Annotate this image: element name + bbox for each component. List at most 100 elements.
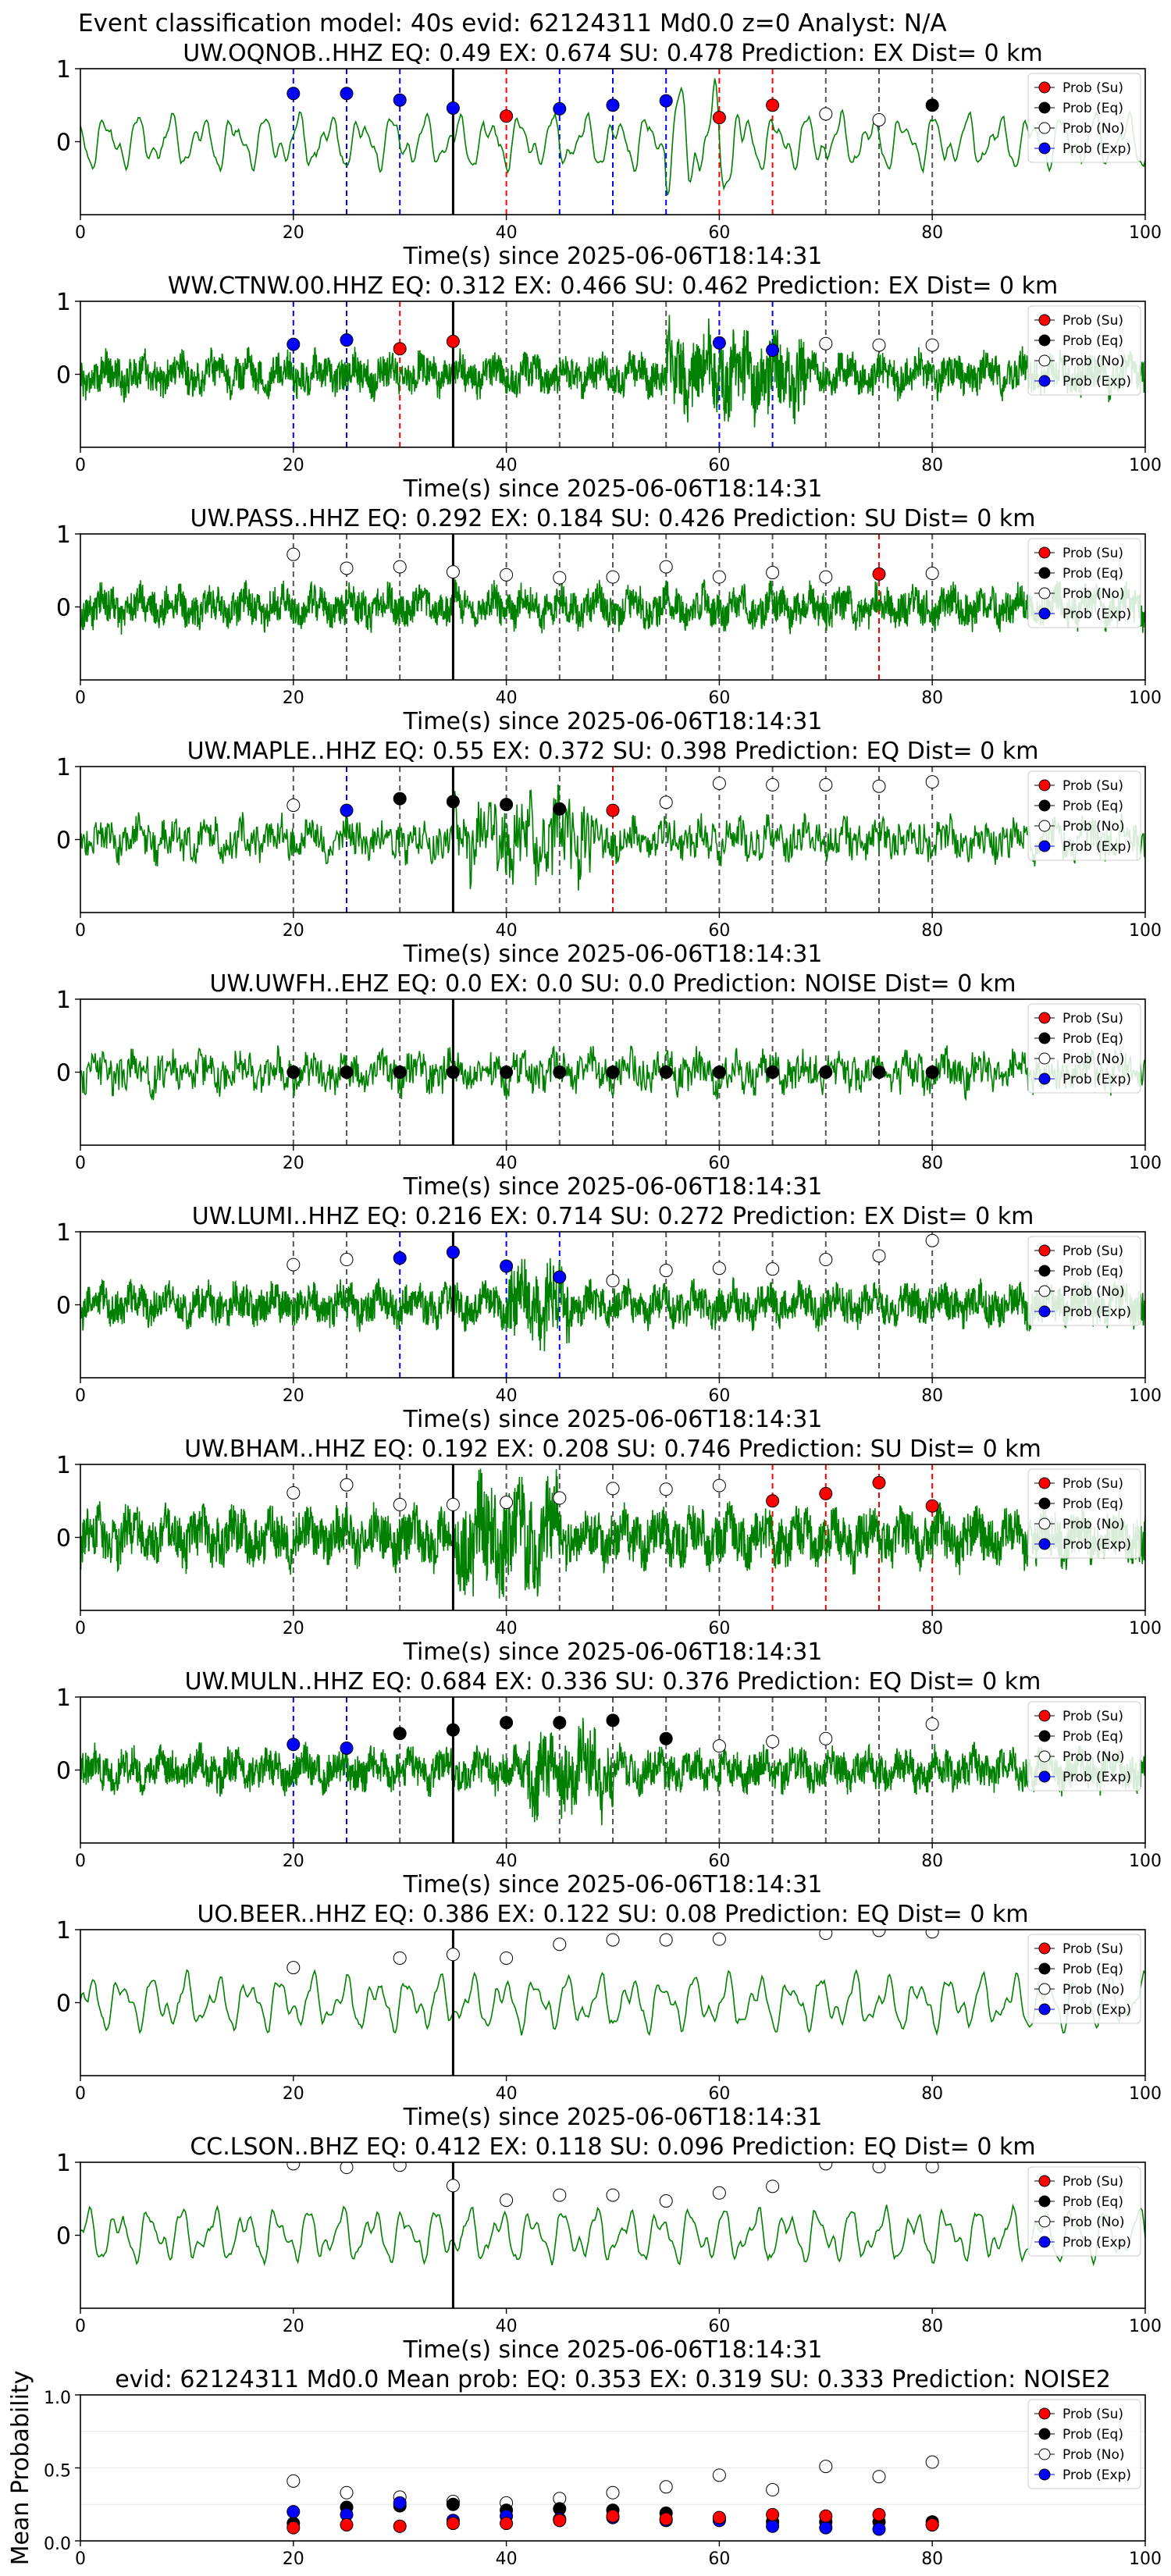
x-tick-label: 100: [1129, 1852, 1162, 1871]
prob-marker-exp: [340, 87, 354, 101]
x-tick-label: 60: [708, 2084, 730, 2104]
mean-prob-marker-su: [446, 2517, 460, 2531]
legend-label: Prob (Eq): [1062, 799, 1123, 814]
prob-marker-exp: [446, 101, 460, 115]
legend-label: Prob (Su): [1062, 778, 1123, 794]
prob-marker-exp: [340, 333, 354, 347]
waveform-trace: [80, 1258, 1145, 1352]
legend-marker-su: [1038, 2175, 1051, 2187]
mean-prob-marker-no: [766, 2483, 780, 2497]
legend-marker-eq: [1038, 567, 1051, 579]
legend-marker-no: [1038, 1285, 1051, 1297]
prob-marker-su: [446, 334, 460, 348]
plot-area: [80, 69, 1145, 215]
legend: Prob (Su) Prob (Eq) Prob (No) Prob (Exp): [1027, 1468, 1141, 1559]
mean-prob-marker-exp: [393, 2496, 407, 2510]
legend-marker-eq: [1038, 1032, 1051, 1044]
x-axis-label: Time(s) since 2025-06-06T18:14:31: [403, 243, 823, 270]
prob-marker-su: [393, 342, 407, 356]
legend-marker-no: [1038, 1750, 1051, 1763]
mean-prob-marker-no: [819, 2460, 833, 2474]
prob-marker-exp: [553, 101, 567, 116]
legend-label: Prob (Eq): [1062, 2427, 1123, 2443]
prob-marker-no: [925, 775, 939, 789]
y-axis-label: Mean Probability: [7, 2371, 34, 2566]
prob-marker-no: [606, 570, 620, 584]
legend-marker-no: [1038, 122, 1051, 134]
prob-marker-eq: [500, 1716, 514, 1730]
subplot-title: UW.UWFH..EHZ EQ: 0.0 EX: 0.0 SU: 0.0 Pre…: [210, 970, 1016, 998]
prob-marker-no: [500, 1496, 514, 1510]
x-tick-label: 20: [283, 1154, 304, 1173]
x-tick-label: 80: [921, 688, 943, 708]
mean-prob-marker-su: [819, 2509, 833, 2523]
legend-label: Prob (No): [1062, 354, 1125, 369]
legend-marker-su: [1038, 1244, 1051, 1257]
prob-marker-no: [606, 2188, 620, 2202]
legend-marker-exp: [1038, 2236, 1051, 2248]
prob-marker-eq: [712, 1066, 726, 1079]
legend: Prob (Su) Prob (Eq) Prob (No) Prob (Exp): [1027, 1701, 1141, 1791]
prob-marker-su: [872, 1475, 886, 1489]
prob-marker-no: [446, 1497, 460, 1511]
prob-marker-eq: [819, 1066, 833, 1079]
legend-marker-exp: [1038, 840, 1051, 852]
subplot-title: UW.MAPLE..HHZ EQ: 0.55 EX: 0.372 SU: 0.3…: [187, 738, 1039, 765]
prob-marker-eq: [393, 1727, 407, 1741]
legend-marker-no: [1038, 354, 1051, 367]
plot-area: [80, 2162, 1145, 2308]
x-axis-label: Time(s) since 2025-06-06T18:14:31: [403, 941, 823, 968]
legend-box: [1027, 1003, 1141, 1094]
mean-prob-marker-no: [287, 2474, 301, 2488]
legend: Prob (Su) Prob (Eq) Prob (No) Prob (Exp): [1027, 1934, 1141, 2024]
x-tick-label: 80: [921, 223, 943, 243]
legend-marker-no: [1038, 820, 1051, 832]
prob-marker-no: [819, 107, 833, 121]
prob-marker-no: [340, 1253, 354, 1267]
subplot-title: UO.BEER..HHZ EQ: 0.386 EX: 0.122 SU: 0.0…: [197, 1901, 1028, 1928]
prob-marker-no: [446, 1948, 460, 1962]
mean-prob-marker-exp: [766, 2519, 780, 2533]
x-tick-label: 20: [283, 1619, 304, 1638]
mean-prob-marker-su: [925, 2517, 939, 2532]
prob-marker-no: [766, 1262, 780, 1276]
y-tick-label: 0: [56, 1293, 71, 1320]
legend-label: Prob (Exp): [1062, 374, 1131, 390]
mean-prob-marker-su: [712, 2510, 726, 2524]
prob-marker-no: [819, 2162, 833, 2171]
plot-area: [80, 1930, 1145, 2076]
prob-marker-exp: [606, 98, 620, 112]
x-tick-label: 100: [1129, 921, 1162, 941]
mean-prob-marker-no: [872, 2470, 886, 2484]
y-tick-label: 1: [56, 1219, 71, 1247]
subplot-title: UW.BHAM..HHZ EQ: 0.192 EX: 0.208 SU: 0.7…: [184, 1436, 1041, 1463]
legend-label: Prob (Exp): [1062, 2235, 1131, 2250]
legend-label: Prob (Exp): [1062, 607, 1131, 622]
x-tick-label: 80: [921, 2317, 943, 2336]
prob-marker-su: [606, 803, 620, 817]
legend-box: [1027, 538, 1141, 628]
subplot-1: UW.OQNOB..HHZ EQ: 0.49 EX: 0.674 SU: 0.4…: [56, 40, 1162, 270]
legend-marker-no: [1038, 1052, 1051, 1065]
x-axis-label: Time(s) since 2025-06-06T18:14:31: [403, 708, 823, 735]
x-axis-label: Time(s) since 2025-06-06T18:14:31: [403, 1871, 823, 1898]
x-tick-label: 40: [496, 2549, 518, 2569]
y-tick-label: 0: [56, 1991, 71, 2018]
prob-marker-su: [925, 1499, 939, 1513]
prob-marker-no: [606, 1482, 620, 1496]
prob-marker-exp: [340, 1741, 354, 1755]
prob-marker-no: [712, 1261, 726, 1276]
prob-marker-no: [766, 1735, 780, 1749]
x-tick-label: 20: [283, 2084, 304, 2104]
y-tick-label: 1.0: [44, 2389, 71, 2408]
prob-marker-eq: [606, 1713, 620, 1727]
x-tick-label: 80: [921, 921, 943, 941]
prob-marker-no: [659, 1264, 673, 1278]
legend-label: Prob (Su): [1062, 546, 1123, 561]
subplot-title: CC.LSON..BHZ EQ: 0.412 EX: 0.118 SU: 0.0…: [190, 2133, 1035, 2161]
prob-marker-no: [659, 1933, 673, 1947]
legend-marker-eq: [1038, 1265, 1051, 1277]
legend-marker-no: [1038, 1983, 1051, 1995]
legend-marker-su: [1038, 1477, 1051, 1489]
plot-area: [287, 2455, 939, 2536]
